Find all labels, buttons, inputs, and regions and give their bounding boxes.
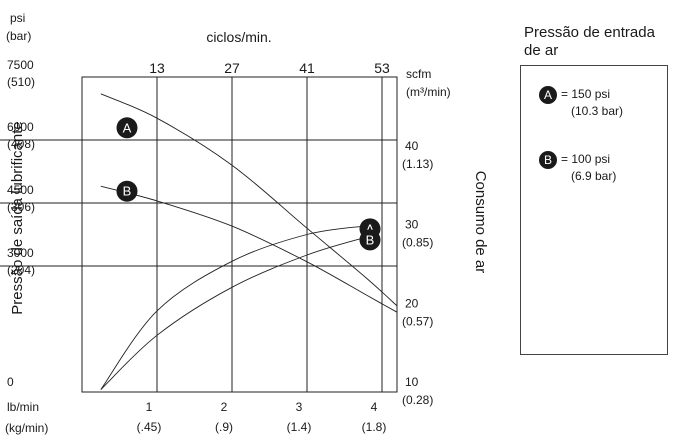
series-marker-label: A: [123, 120, 132, 135]
legend-subtext-b: (6.9 bar): [571, 169, 617, 183]
legend-marker-a: A: [539, 86, 557, 104]
top-tick-label: 41: [299, 60, 315, 76]
series-marker-a: [116, 117, 138, 139]
legend-title: Pressão de entrada de ar: [524, 24, 655, 59]
left-tick-sublabel: (408): [7, 137, 35, 151]
series-marker-b: [116, 180, 138, 202]
bottom-tick-sublabel: (.45): [137, 420, 162, 434]
legend-text-b: = 100 psi: [561, 152, 611, 166]
top-tick-label: 13: [149, 60, 165, 76]
right-tick-label: 40: [405, 139, 419, 153]
plot-frame: [81, 76, 398, 393]
right-tick-label: 30: [405, 218, 419, 232]
bottom-tick-sublabel: (.9): [215, 420, 233, 434]
right-tick-sublabel: (0.57): [402, 314, 433, 328]
bottom-tick-sublabel: (1.8): [362, 420, 387, 434]
left-tick-label: 3000: [7, 246, 34, 260]
left-axis-unit-sub: (bar): [6, 29, 31, 43]
top-tick-label: 53: [374, 60, 390, 76]
series-marker-label: A: [366, 221, 375, 236]
left-tick-label: 6000: [7, 120, 34, 134]
left-axis-title: Pressão de saída lubrificante: [9, 121, 26, 314]
right-tick-sublabel: (0.85): [402, 236, 433, 250]
left-tick-sublabel: (204): [7, 263, 35, 277]
legend-subtext-a: (10.3 bar): [571, 104, 624, 118]
bottom-tick-label: 3: [296, 400, 303, 414]
series-line-b-left: [100, 185, 398, 313]
top-tick-label: 27: [224, 60, 240, 76]
left-tick-label: 4500: [7, 183, 34, 197]
left-tick-sublabel: (510): [7, 75, 35, 89]
left-axis-unit: psi: [10, 11, 25, 25]
bottom-tick-label: 2: [221, 400, 228, 414]
series-marker-label: B: [123, 184, 132, 199]
right-axis-unit-sub: (m³/min): [406, 85, 451, 99]
top-axis-title: ciclos/min.: [206, 29, 271, 45]
bottom-axis-unit: lb/min: [7, 400, 39, 414]
right-tick-sublabel: (1.13): [402, 157, 433, 171]
left-tick-label: 0: [7, 375, 14, 389]
series-marker-b: [359, 229, 381, 251]
bottom-tick-sublabel: (1.4): [287, 420, 312, 434]
legend-text-a: = 150 psi: [561, 87, 611, 101]
right-axis-title: Consumo de ar: [472, 171, 489, 274]
legend-box: A = 150 psi (10.3 bar) B = 100 psi (6.9 …: [520, 65, 668, 355]
bottom-axis-unit-sub: (kg/min): [5, 421, 48, 435]
series-line-a-left: [100, 93, 398, 307]
left-tick-label: 7500: [7, 58, 34, 72]
right-tick-sublabel: (0.28): [402, 393, 433, 407]
bottom-tick-label: 4: [371, 400, 378, 414]
right-tick-label: 20: [405, 296, 419, 310]
right-axis-unit: scfm: [406, 67, 431, 81]
series-marker-label: B: [366, 232, 375, 247]
series-line-a-right: [100, 225, 368, 390]
performance-chart: 13 27 41 53 1 (.45) 2 (.9) 3 (1.4) 4 (1.8) 0 3000 (204…: [0, 11, 489, 435]
left-tick-sublabel: (306): [7, 200, 35, 214]
right-tick-label: 10: [405, 375, 419, 389]
legend-marker-b: B: [539, 151, 557, 169]
bottom-tick-label: 1: [146, 400, 153, 414]
series-line-b-right: [100, 236, 368, 390]
